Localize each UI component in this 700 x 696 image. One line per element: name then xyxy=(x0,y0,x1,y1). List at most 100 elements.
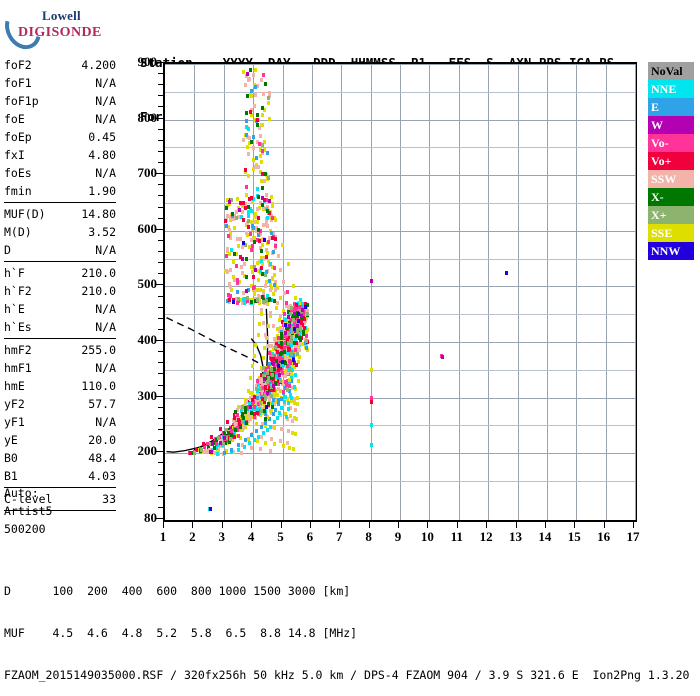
polarization-legend: NoVal NNE E W Vo- Vo+ SSW X- X+ SSE NNW xyxy=(648,62,694,260)
echo-point-ssw xyxy=(263,284,267,289)
echo-point-nne xyxy=(242,444,246,449)
echo-point-nne xyxy=(274,373,278,378)
auto-line-2: 500200 xyxy=(4,522,46,536)
echo-point-x xyxy=(241,415,245,420)
echo-point-sse xyxy=(270,202,274,207)
echo-point-ssw xyxy=(293,346,297,351)
echo-point-x xyxy=(241,419,245,424)
echo-point-e xyxy=(263,370,267,375)
echo-point-sse xyxy=(268,281,272,286)
echo-point-sse xyxy=(265,335,269,340)
legend-item-nnw[interactable]: NNW xyxy=(648,242,694,260)
echo-point-ssw xyxy=(261,382,265,387)
echo-point-x xyxy=(225,427,229,432)
x-axis-tick xyxy=(515,522,517,528)
echo-point-x xyxy=(291,313,295,318)
echo-point-x xyxy=(306,303,310,308)
echo-point-nne xyxy=(248,401,252,406)
echo-point-vo xyxy=(262,399,266,404)
echo-point-sse xyxy=(231,425,235,430)
echo-point-sse xyxy=(296,378,300,383)
echo-point-ssw xyxy=(253,92,257,97)
legend-item-e[interactable]: E xyxy=(648,98,694,116)
echo-point-ssw xyxy=(241,271,245,276)
echo-point-x xyxy=(261,299,265,304)
echo-point-ssw xyxy=(276,301,280,306)
echo-point-sse xyxy=(294,343,298,348)
echo-point-w xyxy=(284,331,288,336)
vertical-gridline xyxy=(458,64,460,520)
echo-point-x xyxy=(226,430,230,435)
echo-point-sse xyxy=(254,162,258,167)
echo-point-nne xyxy=(259,268,263,273)
echo-point-vo xyxy=(263,197,267,202)
echo-point-nne xyxy=(282,363,286,368)
param-key: h`F xyxy=(4,266,25,280)
echo-point-ssw xyxy=(268,236,272,241)
echo-point-sse xyxy=(229,288,233,293)
echo-point-x xyxy=(230,212,234,217)
echo-point-ssw xyxy=(262,222,266,227)
echo-point-nne xyxy=(259,259,263,264)
echo-point-sse xyxy=(293,400,297,405)
param-key: foF1p xyxy=(4,94,39,108)
legend-item-vo[interactable]: Vo+ xyxy=(648,152,694,170)
echo-point-sse xyxy=(256,333,260,338)
legend-item-nne[interactable]: NNE xyxy=(648,80,694,98)
echo-point-x xyxy=(250,139,254,144)
echo-point-sse xyxy=(290,398,294,403)
echo-point-nne xyxy=(215,451,219,456)
legend-item-ssw[interactable]: SSW xyxy=(648,170,694,188)
echo-point-e xyxy=(300,304,304,309)
echo-point-ssw xyxy=(235,210,239,215)
param-key: fxI xyxy=(4,148,25,162)
param-value: 0.45 xyxy=(88,130,116,144)
echo-point-ssw xyxy=(297,341,301,346)
legend-item-x[interactable]: X- xyxy=(648,188,694,206)
y-axis-tick-minor xyxy=(158,373,163,375)
echo-point-e xyxy=(243,437,247,442)
param-separator xyxy=(4,487,116,488)
echo-point-vo xyxy=(239,255,242,260)
echo-point-sse xyxy=(246,416,250,421)
x-axis-tick xyxy=(398,522,399,528)
echo-point-e xyxy=(263,421,267,426)
echo-point-sse xyxy=(252,292,256,297)
echo-point-ssw xyxy=(293,407,297,412)
footer-muf-row: MUF 4.5 4.6 4.8 5.2 5.8 6.5 8.8 14.8 [MH… xyxy=(4,626,358,640)
echo-point-vo xyxy=(245,185,249,190)
echo-point-vo xyxy=(259,266,263,271)
legend-item-noval[interactable]: NoVal xyxy=(648,62,694,80)
echo-point-ssw xyxy=(269,411,273,416)
x-axis-tick xyxy=(251,522,253,528)
echo-point-ssw xyxy=(273,280,277,285)
legend-item-w[interactable]: W xyxy=(648,116,694,134)
echo-point-nne xyxy=(252,437,256,442)
echo-point-ssw xyxy=(306,309,310,314)
legend-item-sse[interactable]: SSE xyxy=(648,224,694,242)
echo-point-sse xyxy=(258,147,262,152)
echo-point-x xyxy=(266,176,270,181)
echo-point-vo xyxy=(294,340,298,345)
legend-item-vo[interactable]: Vo- xyxy=(648,134,694,152)
echo-point-vo xyxy=(224,438,228,443)
echo-point-vo xyxy=(236,280,240,285)
echo-point-x xyxy=(264,82,268,87)
echo-scatter-points xyxy=(165,64,635,520)
echo-point-e xyxy=(267,278,271,283)
echo-point-x xyxy=(255,113,259,118)
echo-point-sse xyxy=(252,215,256,220)
y-axis-tick-minor xyxy=(158,128,163,130)
echo-point-x xyxy=(193,451,197,456)
param-key: fmin xyxy=(4,184,32,198)
echo-point-x xyxy=(289,367,293,372)
echo-point-sse xyxy=(272,425,276,430)
legend-item-x[interactable]: X+ xyxy=(648,206,694,224)
echo-point-sse xyxy=(260,160,264,165)
x-axis-label: 6 xyxy=(306,529,314,544)
x-axis-label: 5 xyxy=(277,529,284,544)
echo-point-sse xyxy=(294,432,298,437)
echo-point-vo xyxy=(280,320,284,325)
echo-point-ssw xyxy=(276,253,280,258)
echo-point-sse xyxy=(257,300,261,305)
